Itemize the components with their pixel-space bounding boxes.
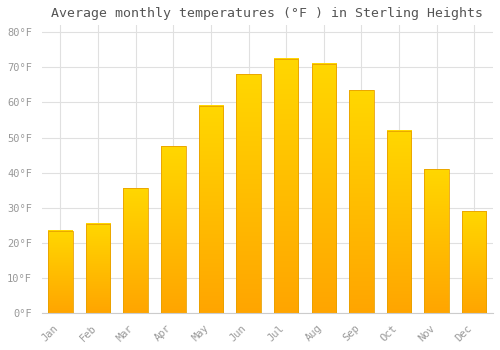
Bar bbox=[236, 75, 261, 313]
Bar bbox=[462, 211, 486, 313]
Title: Average monthly temperatures (°F ) in Sterling Heights: Average monthly temperatures (°F ) in St… bbox=[52, 7, 484, 20]
Bar bbox=[387, 131, 411, 313]
Bar bbox=[349, 90, 374, 313]
Bar bbox=[48, 231, 72, 313]
Bar bbox=[161, 146, 186, 313]
Bar bbox=[86, 224, 110, 313]
Bar bbox=[312, 64, 336, 313]
Bar bbox=[424, 169, 449, 313]
Bar bbox=[198, 106, 223, 313]
Bar bbox=[124, 188, 148, 313]
Bar bbox=[274, 58, 298, 313]
